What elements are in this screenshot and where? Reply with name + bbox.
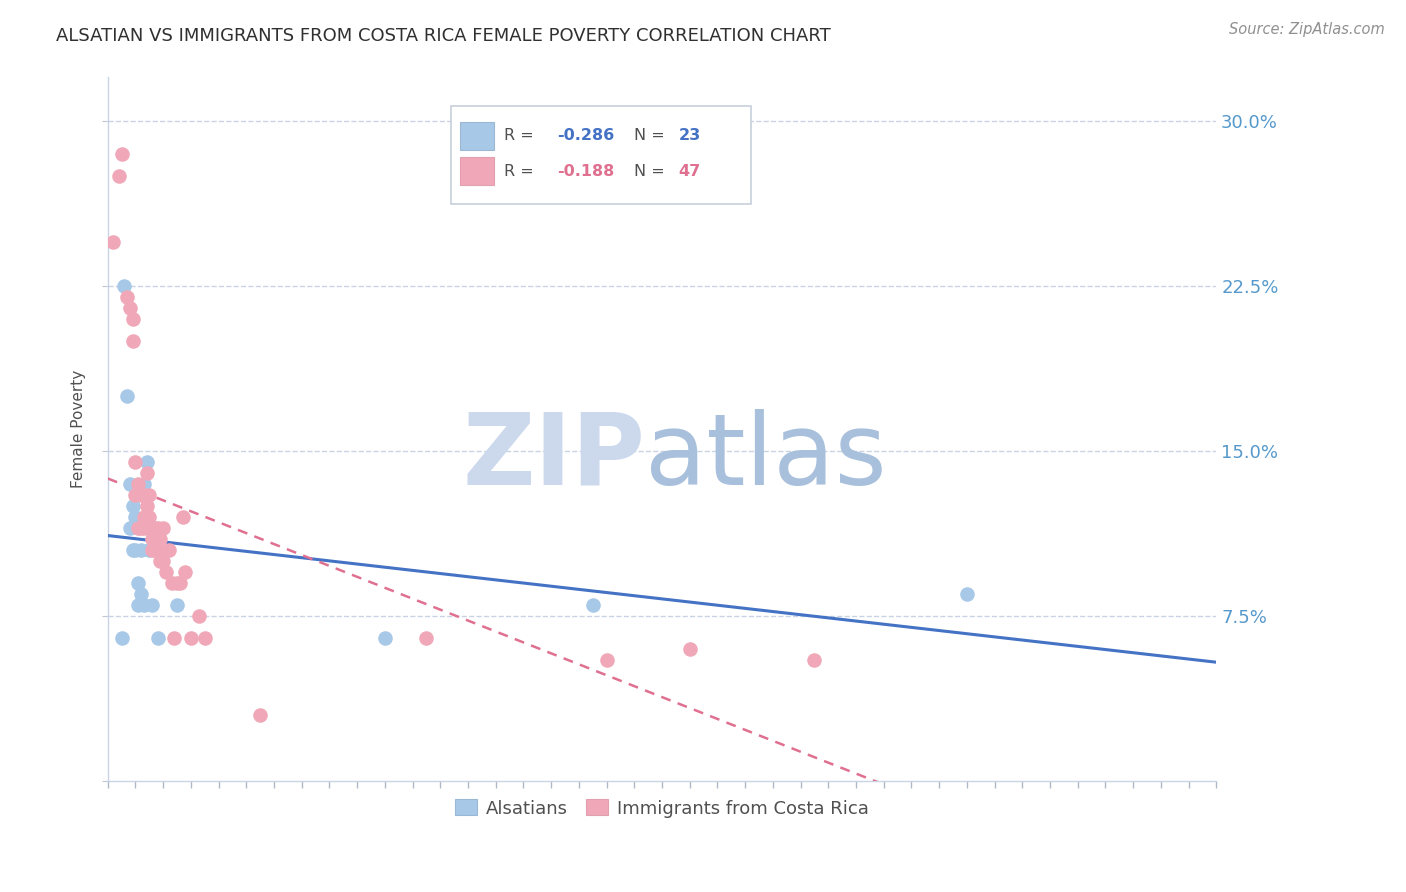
Point: [132, 477, 155, 491]
Point: [146, 631, 169, 645]
Point: [132, 521, 155, 535]
FancyBboxPatch shape: [460, 157, 494, 185]
Point: [121, 543, 143, 558]
Point: [415, 631, 437, 645]
Point: [374, 631, 396, 645]
Point: [169, 576, 191, 591]
Text: -0.188: -0.188: [557, 163, 614, 178]
Point: [118, 301, 141, 316]
Point: [118, 477, 141, 491]
Point: [160, 576, 183, 591]
Point: [138, 510, 160, 524]
Point: [127, 521, 149, 535]
Point: [143, 543, 166, 558]
Point: [124, 455, 146, 469]
Point: [127, 598, 149, 612]
Point: [172, 510, 194, 524]
Point: [166, 576, 188, 591]
Point: [152, 554, 174, 568]
Point: [135, 499, 157, 513]
Point: [129, 543, 152, 558]
Point: [679, 642, 702, 657]
Point: [124, 543, 146, 558]
Point: [803, 653, 825, 667]
FancyBboxPatch shape: [451, 105, 751, 204]
Point: [115, 290, 138, 304]
Point: [124, 510, 146, 524]
Point: [129, 587, 152, 601]
Text: R =: R =: [503, 163, 538, 178]
Point: [111, 147, 134, 161]
Point: [129, 521, 152, 535]
Point: [138, 543, 160, 558]
Point: [132, 598, 155, 612]
Point: [152, 521, 174, 535]
Point: [143, 521, 166, 535]
Point: [146, 543, 169, 558]
Point: [138, 488, 160, 502]
Point: [141, 532, 163, 546]
Text: N =: N =: [634, 128, 671, 144]
Point: [582, 598, 605, 612]
Point: [127, 576, 149, 591]
Text: ALSATIAN VS IMMIGRANTS FROM COSTA RICA FEMALE POVERTY CORRELATION CHART: ALSATIAN VS IMMIGRANTS FROM COSTA RICA F…: [56, 27, 831, 45]
Text: Source: ZipAtlas.com: Source: ZipAtlas.com: [1229, 22, 1385, 37]
Point: [132, 510, 155, 524]
Point: [163, 631, 186, 645]
Text: R =: R =: [503, 128, 538, 144]
Text: 47: 47: [679, 163, 702, 178]
Point: [180, 631, 202, 645]
Point: [166, 598, 188, 612]
Point: [956, 587, 979, 601]
Y-axis label: Female Poverty: Female Poverty: [72, 370, 86, 488]
Text: N =: N =: [634, 163, 671, 178]
Point: [118, 521, 141, 535]
Point: [146, 521, 169, 535]
Point: [121, 334, 143, 349]
Point: [595, 653, 617, 667]
Point: [129, 488, 152, 502]
Point: [135, 455, 157, 469]
Point: [157, 543, 180, 558]
Point: [124, 488, 146, 502]
Point: [115, 389, 138, 403]
Text: ZIP: ZIP: [463, 409, 645, 506]
Point: [174, 565, 197, 579]
FancyBboxPatch shape: [460, 122, 494, 150]
Legend: Alsatians, Immigrants from Costa Rica: Alsatians, Immigrants from Costa Rica: [449, 792, 876, 825]
Point: [121, 312, 143, 326]
Text: 23: 23: [679, 128, 702, 144]
Point: [141, 598, 163, 612]
Point: [188, 609, 211, 624]
Point: [127, 477, 149, 491]
Point: [121, 499, 143, 513]
Point: [132, 488, 155, 502]
Point: [141, 521, 163, 535]
Point: [149, 532, 172, 546]
Point: [141, 543, 163, 558]
Point: [194, 631, 217, 645]
Point: [112, 279, 135, 293]
Text: atlas: atlas: [645, 409, 887, 506]
Point: [103, 235, 125, 250]
Text: -0.286: -0.286: [557, 128, 614, 144]
Point: [149, 554, 172, 568]
Point: [155, 565, 177, 579]
Point: [249, 708, 271, 723]
Point: [108, 169, 131, 184]
Point: [135, 466, 157, 480]
Point: [111, 631, 134, 645]
